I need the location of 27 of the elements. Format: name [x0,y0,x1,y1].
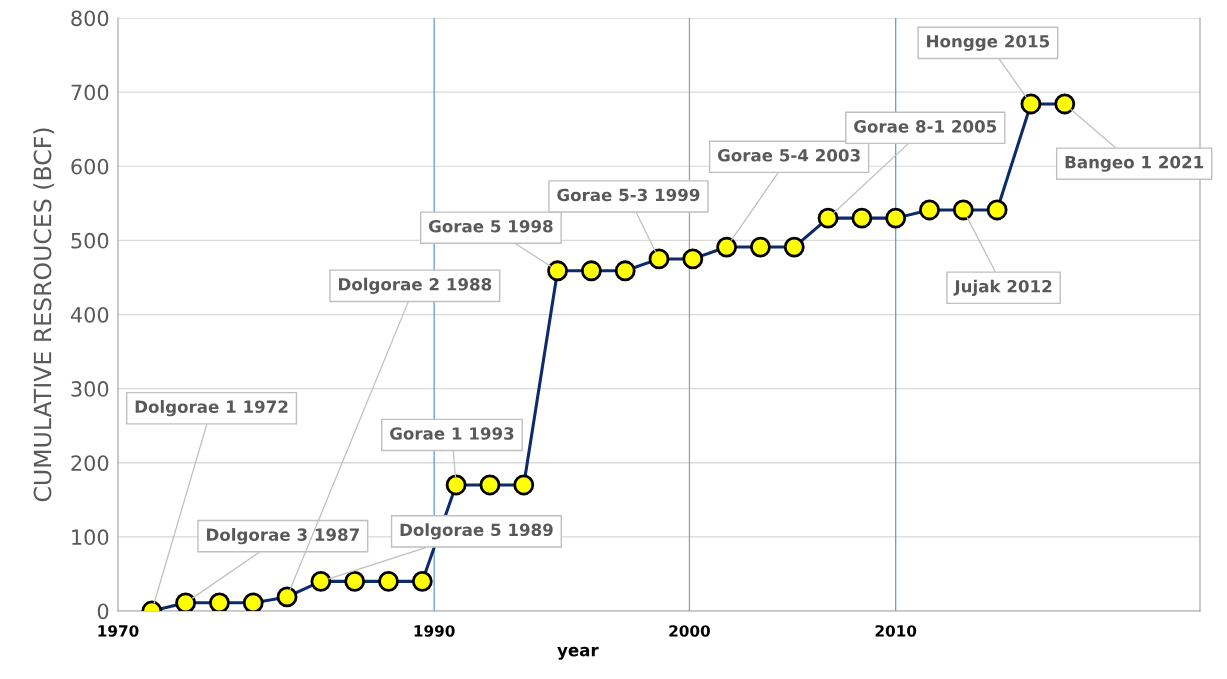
x-axis-title: year [557,646,599,660]
annotation: Gorae 8-1 2005 [854,120,997,133]
annotation: Dolgorae 5 1989 [400,523,553,540]
y-tick-label: 400 [70,306,109,323]
annotation: Gorae 5 1998 [428,219,553,233]
y-tick-label: 300 [71,381,109,397]
annotation: Gorae 1 1993 [390,427,514,440]
annotation: Dolgorae 3 1987 [207,528,359,545]
annotation: Hongge 2015 [927,34,1050,51]
y-tick-label: 0 [97,603,109,620]
text: 1970 [98,625,139,637]
annotation: Dolgorae 2 1988 [339,277,492,294]
y-tick-label: 800 [71,10,109,27]
y-tick-label: 100 [72,529,109,546]
y-axis-title: CUMULATIVE RESROUCES (BCF) [33,128,55,502]
annotation: Gorae 5-3 1999 [557,188,700,202]
annotation: Gorae 5-4 2003 [717,149,860,162]
annotation: Dolgorae 1 1972 [135,400,288,417]
y-tick-label: 600 [71,158,109,175]
annotation: Bangeo 1 2021 [1065,155,1204,172]
text: 2000 [669,625,710,637]
y-tick-label: 200 [71,455,109,471]
text: 1990 [414,625,455,637]
y-tick-label: 500 [71,232,109,249]
text: 2010 [875,625,917,637]
annotation: Jujak 2012 [953,279,1052,296]
y-tick-label: 700 [71,84,109,101]
